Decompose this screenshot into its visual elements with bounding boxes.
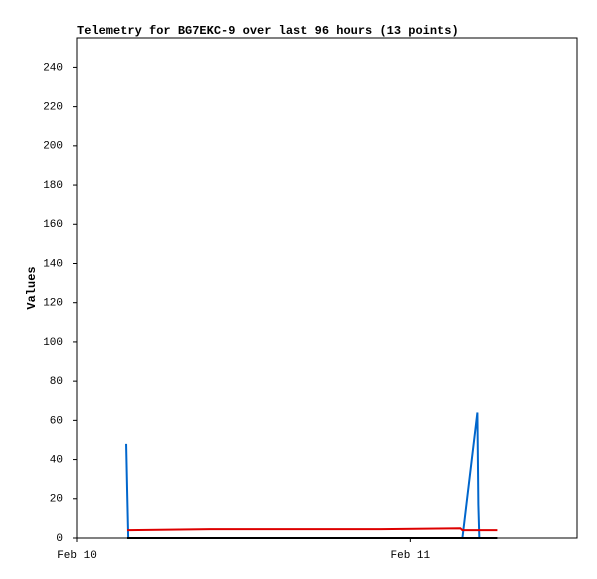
y-tick-label: 60 bbox=[50, 415, 63, 427]
y-tick-label: 140 bbox=[43, 258, 63, 270]
y-tick-label: 160 bbox=[43, 219, 63, 231]
y-tick-label: 180 bbox=[43, 180, 63, 192]
y-tick-label: 100 bbox=[43, 337, 63, 349]
series-line bbox=[127, 527, 498, 532]
y-tick-label: 200 bbox=[43, 141, 63, 153]
x-tick-label: Feb 11 bbox=[391, 550, 431, 562]
y-tick-label: 0 bbox=[56, 533, 63, 545]
plot-frame bbox=[76, 37, 578, 539]
x-tick-label: Feb 10 bbox=[57, 550, 97, 562]
y-tick-label: 220 bbox=[43, 102, 63, 114]
y-tick-label: 240 bbox=[43, 62, 63, 74]
y-axis-label: Values bbox=[25, 266, 39, 309]
y-tick-label: 20 bbox=[50, 494, 63, 506]
y-tick-label: 80 bbox=[50, 376, 63, 388]
y-tick-label: 40 bbox=[50, 454, 63, 466]
chart-title: Telemetry for BG7EKC-9 over last 96 hour… bbox=[77, 24, 459, 38]
y-tick-label: 120 bbox=[43, 298, 63, 310]
